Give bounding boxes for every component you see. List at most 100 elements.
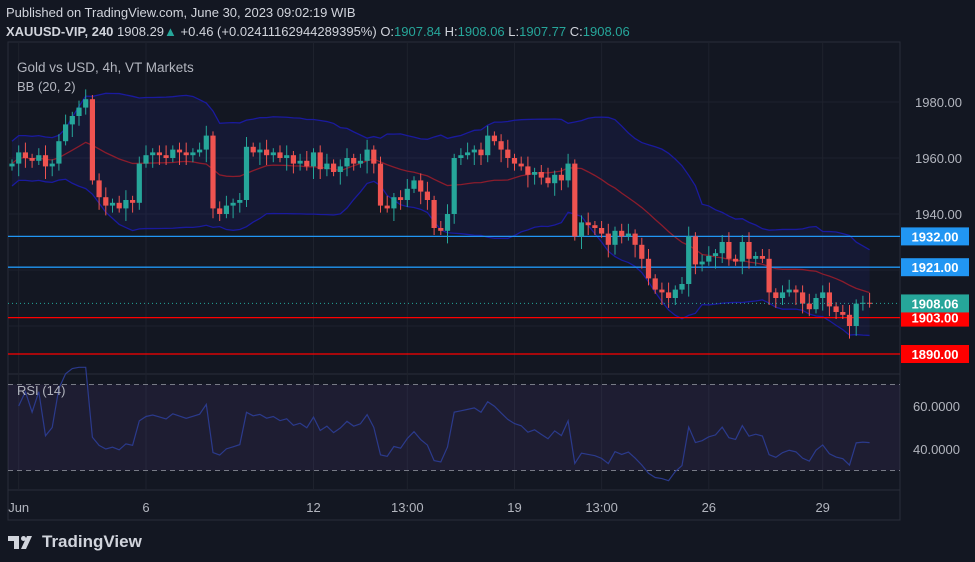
bb-legend[interactable]: BB (20, 2) [17,79,76,94]
candle-body [692,236,698,265]
candle-body [176,149,183,153]
candle-body [840,312,846,315]
candle-body [170,149,176,158]
candle-body [431,200,437,228]
open-label: O: [380,24,395,39]
candle-body [746,242,752,259]
candle-body [498,141,504,150]
candle-body [619,230,625,237]
candle-body [666,292,672,298]
candle-body [726,242,732,259]
candle-body [552,174,558,184]
tradingview-logo: TradingView [8,532,142,552]
candle-body [471,149,477,153]
bb-basis-line [11,141,870,294]
candle-body [659,289,665,293]
candle-body [625,233,631,237]
candle-body [69,116,75,125]
price-tick: 1980.00 [915,95,962,110]
candle-body [733,258,739,262]
time-tick: 29 [815,500,829,515]
candle-body [197,149,203,153]
candle-body [317,152,323,170]
candle-body [304,160,310,167]
candle-body [398,197,404,200]
candle-body [89,99,95,181]
candle-body [565,163,571,181]
candle-body [257,149,263,153]
candle-body [779,292,786,298]
candle-body [444,214,451,231]
candle-body [485,135,491,156]
candle-body [163,155,169,158]
candle-body [505,149,511,158]
candle-body [545,177,551,184]
candle-body [250,146,256,153]
candle-body [210,135,216,209]
candle-body [223,205,229,214]
candle-body [766,258,772,293]
candle-body [16,152,22,164]
time-tick: 12 [306,500,320,515]
candle-body [217,208,223,214]
time-tick: 6 [142,500,149,515]
candle-body [109,202,116,206]
candle-body [230,202,236,206]
close-value: 1908.06 [582,24,630,39]
candle-body [391,197,397,209]
candle-body [652,278,658,290]
level-label-bg [901,308,969,327]
candle-body [371,149,377,164]
chart-title: Gold vs USD, 4h, VT Markets [17,60,194,75]
candle-body [284,155,290,158]
candle-body [465,152,471,156]
candle-body [76,107,82,116]
price-chart[interactable]: 1932.00 1921.00 1903.00 1890.00 1908.06 1980.… [0,0,975,525]
candle-body [511,158,518,164]
candle-body [277,152,283,158]
candle-body [786,289,792,293]
candle-body [116,202,122,209]
last-price-label: 1908.06 [912,296,959,311]
candle-body [833,306,839,312]
candle-body [63,124,69,142]
candle-body [364,149,370,161]
bb-upper-line [11,92,870,251]
time-tick: 26 [702,500,716,515]
low-value: 1907.77 [519,24,567,39]
candle-body [183,152,189,156]
time-tick: 19 [507,500,521,515]
candle-body [150,152,156,156]
candle-body [56,141,62,164]
time-tick: 13:00 [585,500,618,515]
candle-body [22,152,28,158]
high-label: H: [444,24,458,39]
candle-body [719,242,725,254]
candle-body [424,191,430,200]
candle-body [599,228,605,234]
candle-body [123,200,129,209]
rsi-legend[interactable]: RSI (14) [17,383,66,398]
candle-body [578,222,585,237]
candle-body [712,253,719,256]
candle-body [759,256,765,259]
candle-body [351,158,357,164]
level-label-bg [901,345,969,363]
price-tick: 1940.00 [915,207,962,222]
level-label: 1890.00 [912,347,959,362]
open-value: 1907.84 [394,24,442,39]
candle-body [679,284,685,290]
candle-body [49,163,55,167]
symbol: XAUUSD-VIP, 240 [6,24,114,39]
rsi-tick: 60.0000 [913,399,960,414]
candle-body [438,228,444,231]
candle-body [337,166,343,172]
level-label-bg [901,258,969,277]
candle-body [753,256,759,259]
candle-body [103,197,109,206]
candle-body [29,158,35,161]
candle-body [136,163,142,203]
candle-body [290,155,296,164]
candle-body [324,163,330,170]
candle-body [451,158,457,214]
